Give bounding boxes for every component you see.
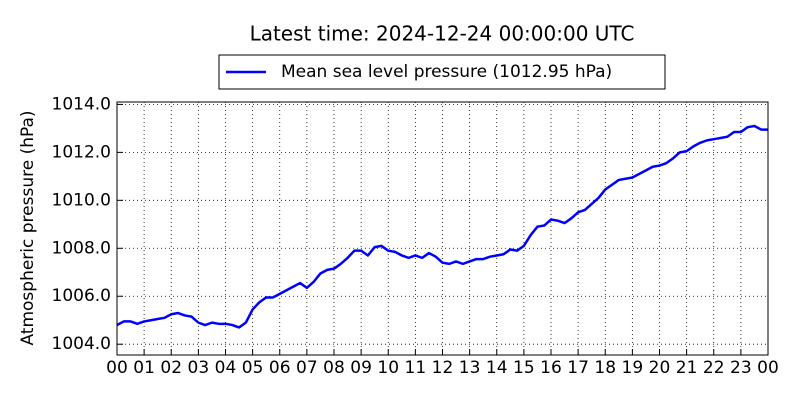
y-tick-label: 1008.0 [52,238,111,258]
x-tick-label: 22 [703,358,725,378]
x-tick-label: 13 [459,358,481,378]
x-tick-label: 21 [676,358,698,378]
x-tick-label: 23 [730,358,752,378]
x-tick-label: 04 [215,358,237,378]
y-tick-label: 1006.0 [52,286,111,306]
x-tick-label: 12 [432,358,454,378]
x-tick-label: 10 [377,358,399,378]
x-tick-label: 15 [513,358,535,378]
x-tick-label: 20 [649,358,671,378]
y-tick-label: 1010.0 [52,190,111,210]
x-tick-label: 09 [350,358,372,378]
x-tick-label: 19 [622,358,644,378]
line [116,124,768,329]
plot-frame [116,101,769,356]
x-tick-label: 17 [567,358,589,378]
x-tick-label: 08 [323,358,345,378]
y-axis-label: Atmospheric pressure (hPa) [18,110,38,345]
x-tick-label: 00 [757,358,779,378]
legend-box [218,54,666,90]
x-tick-label: 18 [594,358,616,378]
x-tick-label: 06 [269,358,291,378]
x-tick-label: 03 [188,358,210,378]
x-tick-label: 07 [296,358,318,378]
x-tick-label: 16 [540,358,562,378]
x-tick-label: 14 [486,358,508,378]
x-tick-label: 05 [242,358,264,378]
y-tick-label: 1004.0 [52,334,111,354]
x-tick-label: 11 [405,358,427,378]
legend-label: Mean sea level pressure (1012.95 hPa) [281,62,612,82]
y-tick-label: 1014.0 [52,94,111,114]
x-tick-label: 00 [106,358,128,378]
x-tick-label: 01 [133,358,155,378]
chart-title: Latest time: 2024-12-24 00:00:00 UTC [250,22,635,46]
y-tick-label: 1012.0 [52,142,111,162]
x-tick-label: 02 [160,358,182,378]
